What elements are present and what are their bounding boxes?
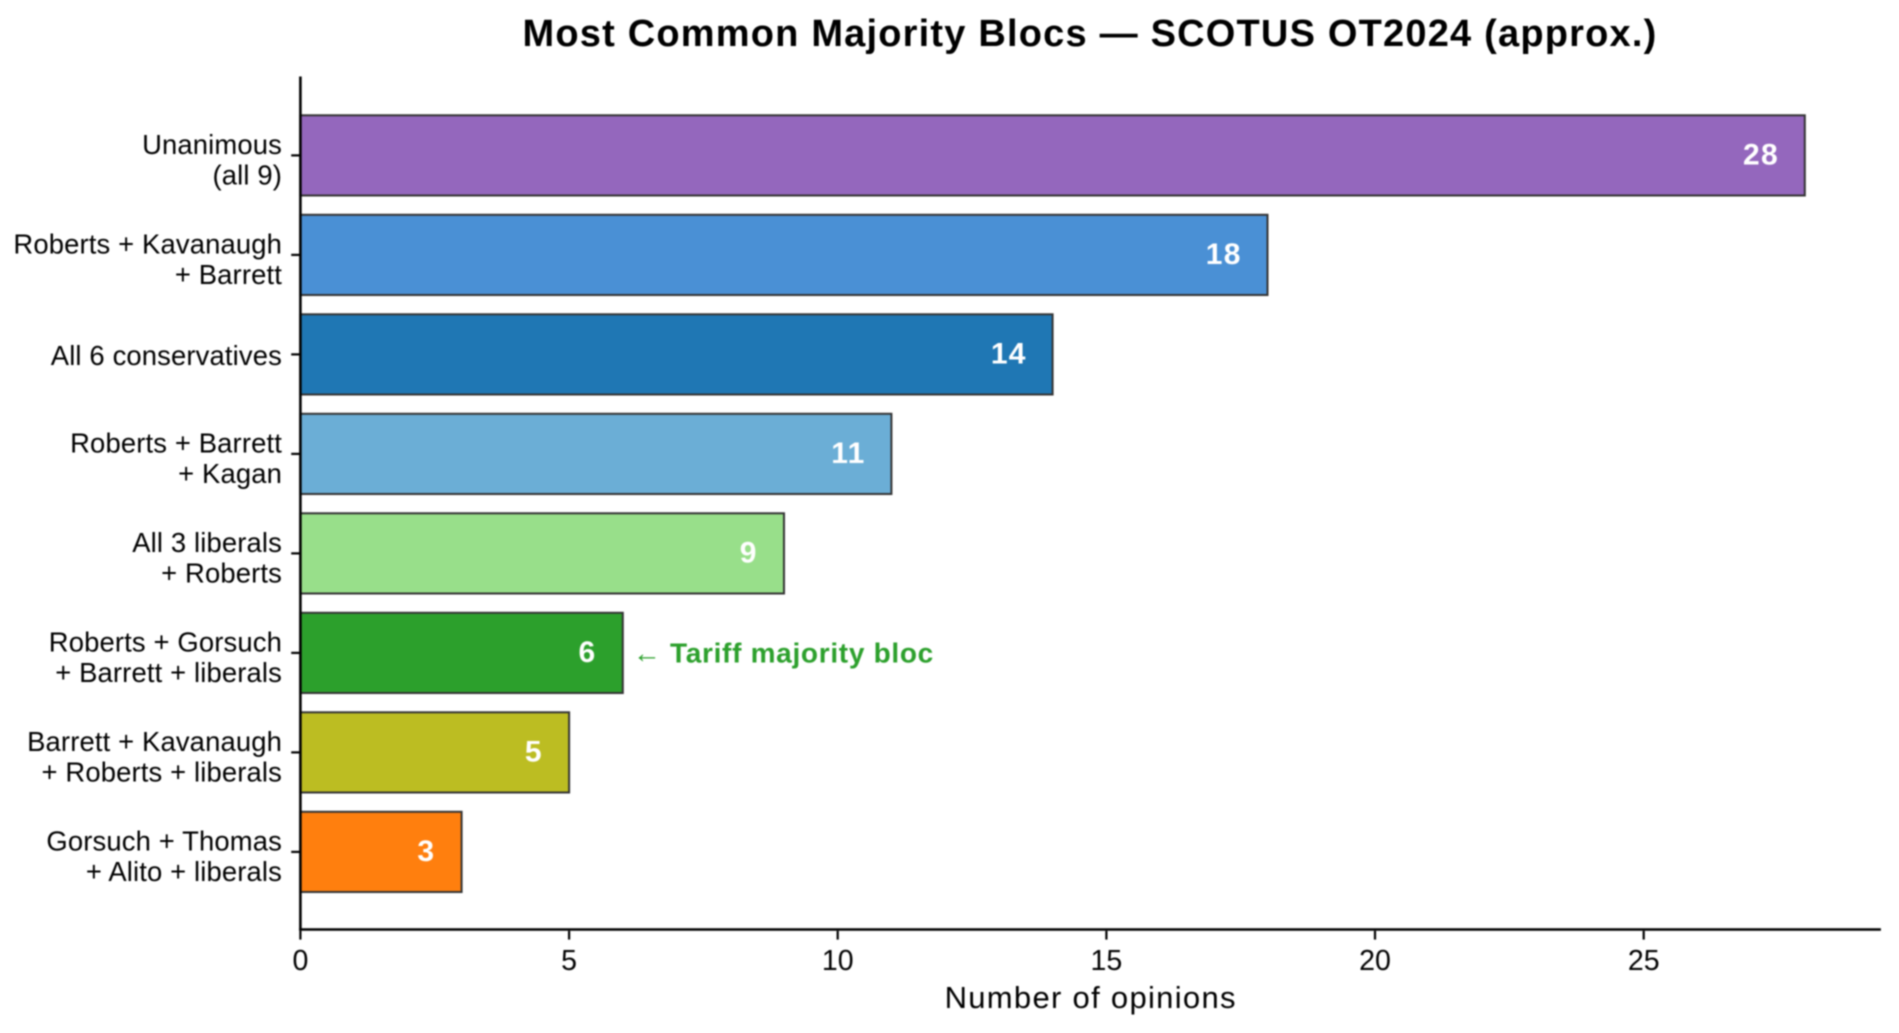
svg-text:Roberts + Barrett: Roberts + Barrett <box>70 427 282 458</box>
svg-text:Roberts + Kavanaugh: Roberts + Kavanaugh <box>13 228 282 259</box>
svg-text:Roberts + Gorsuch: Roberts + Gorsuch <box>49 626 282 657</box>
svg-text:All 6 conservatives: All 6 conservatives <box>51 340 282 371</box>
svg-text:Most Common Majority Blocs — S: Most Common Majority Blocs — SCOTUS OT20… <box>523 13 1658 55</box>
svg-text:+ Roberts: + Roberts <box>161 557 282 588</box>
svg-text:Gorsuch + Thomas: Gorsuch + Thomas <box>46 825 282 856</box>
svg-text:+ Kagan: + Kagan <box>178 458 282 489</box>
svg-text:25: 25 <box>1628 945 1660 977</box>
svg-text:9: 9 <box>740 537 757 570</box>
svg-text:(all 9): (all 9) <box>212 159 282 190</box>
svg-text:6: 6 <box>579 636 596 669</box>
svg-text:10: 10 <box>822 945 854 977</box>
svg-text:20: 20 <box>1359 945 1391 977</box>
svg-text:0: 0 <box>292 945 308 977</box>
svg-text:+ Barrett: + Barrett <box>175 259 282 290</box>
svg-text:+ Roberts + liberals: + Roberts + liberals <box>41 756 282 787</box>
svg-text:← Tariff majority bloc: ← Tariff majority bloc <box>633 637 934 668</box>
svg-text:Barrett + Kavanaugh: Barrett + Kavanaugh <box>27 726 282 757</box>
svg-text:Unanimous: Unanimous <box>142 129 282 160</box>
svg-text:Number of opinions: Number of opinions <box>945 980 1237 1015</box>
svg-text:5: 5 <box>525 736 542 769</box>
svg-text:15: 15 <box>1091 945 1123 977</box>
svg-text:+ Alito + liberals: + Alito + liberals <box>86 856 282 887</box>
svg-text:+ Barrett + liberals: + Barrett + liberals <box>55 657 282 688</box>
svg-text:3: 3 <box>417 835 434 868</box>
svg-text:18: 18 <box>1206 238 1242 271</box>
svg-text:28: 28 <box>1743 139 1779 172</box>
svg-text:All 3 liberals: All 3 liberals <box>132 527 282 558</box>
svg-text:14: 14 <box>991 338 1027 371</box>
svg-text:5: 5 <box>561 945 577 977</box>
svg-text:11: 11 <box>831 437 865 470</box>
